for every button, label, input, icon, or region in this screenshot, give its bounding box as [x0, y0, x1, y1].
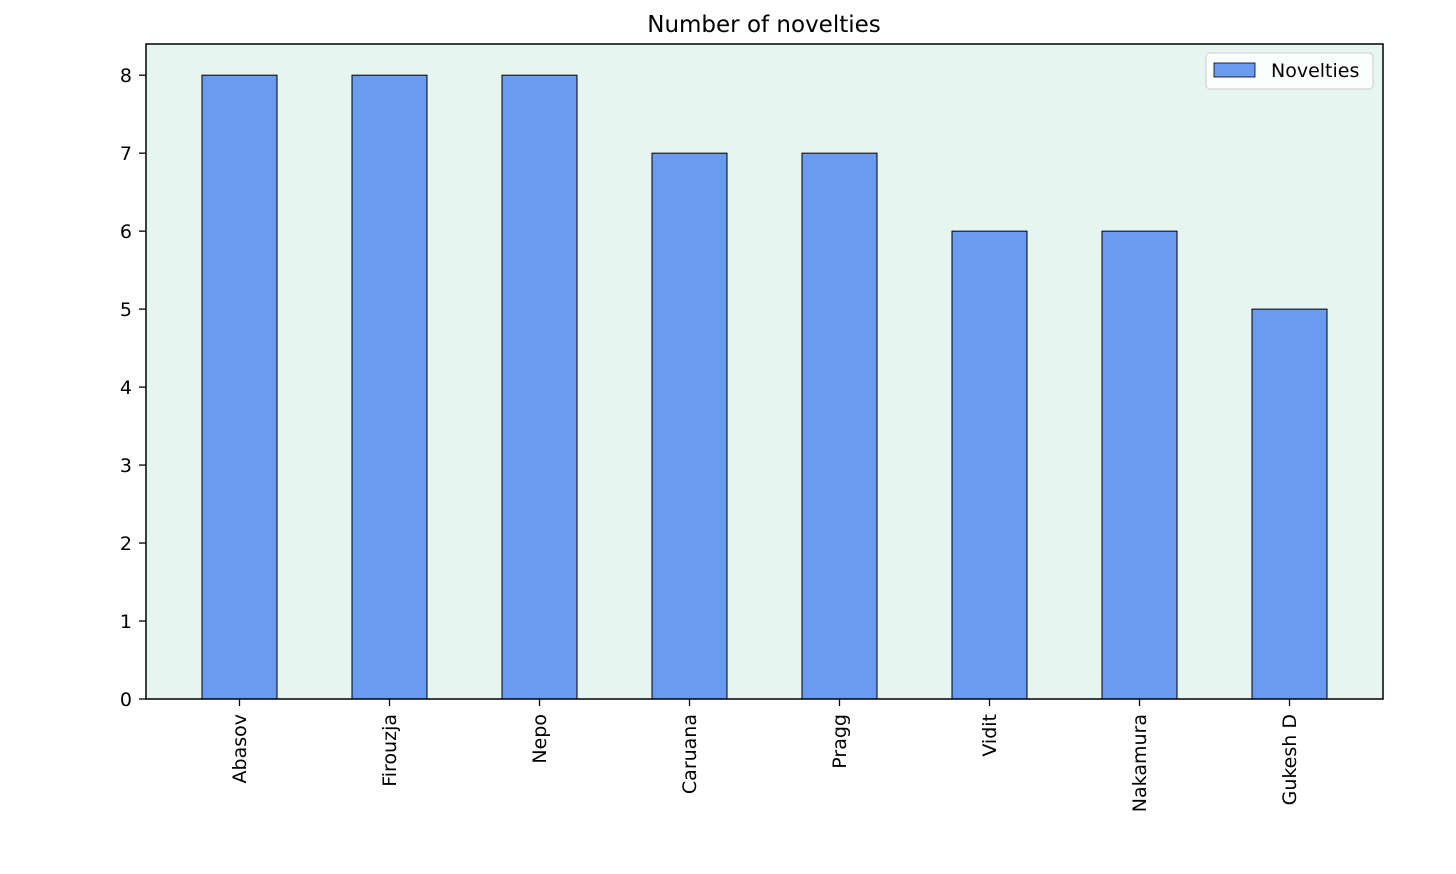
y-tick-label: 8: [120, 65, 132, 87]
x-tick-label-abasov: Abasov: [229, 714, 251, 783]
y-tick-label: 2: [120, 533, 132, 555]
x-axis: Abasov Firouzja Nepo Caruana Pragg Vidit Nakam…: [229, 699, 1301, 812]
bars-group: [201, 74, 1328, 700]
bar-gukesh-d: [1251, 308, 1328, 700]
x-tick-label-gukesh-d: Gukesh D: [1279, 714, 1301, 805]
chart-title: Number of novelties: [647, 12, 881, 38]
plot-frame: [145, 43, 1384, 700]
y-tick-label: 1: [120, 611, 132, 633]
bar-firouzja: [351, 74, 428, 700]
x-tick-label-firouzja: Firouzja: [379, 714, 401, 787]
bar-nepo: [501, 74, 578, 700]
x-tick-label-nakamura: Nakamura: [1129, 714, 1151, 812]
legend-label-novelties: Novelties: [1271, 60, 1359, 82]
bar-pragg: [801, 152, 878, 700]
bar-nakamura: [1101, 230, 1178, 700]
y-tick-label: 3: [120, 455, 132, 477]
y-axis: 0 1 2 3 4 5 6 7 8: [120, 65, 146, 711]
y-tick-label: 7: [120, 143, 132, 165]
y-tick-label: 4: [120, 377, 132, 399]
bar-vidit: [951, 230, 1028, 700]
y-tick-label: 5: [120, 299, 132, 321]
y-tick-label: 0: [120, 689, 132, 711]
x-tick-label-caruana: Caruana: [679, 714, 701, 794]
x-tick-label-pragg: Pragg: [829, 714, 851, 769]
bar-caruana: [651, 152, 728, 700]
x-tick-label-vidit: Vidit: [979, 714, 1001, 757]
x-tick-label-nepo: Nepo: [529, 714, 551, 764]
y-tick-label: 6: [120, 221, 132, 243]
bar-abasov: [201, 74, 278, 700]
legend-swatch: [1213, 62, 1256, 78]
legend-box: [1205, 52, 1374, 90]
plot-area: [146, 44, 1383, 699]
legend: Novelties: [1205, 52, 1374, 90]
